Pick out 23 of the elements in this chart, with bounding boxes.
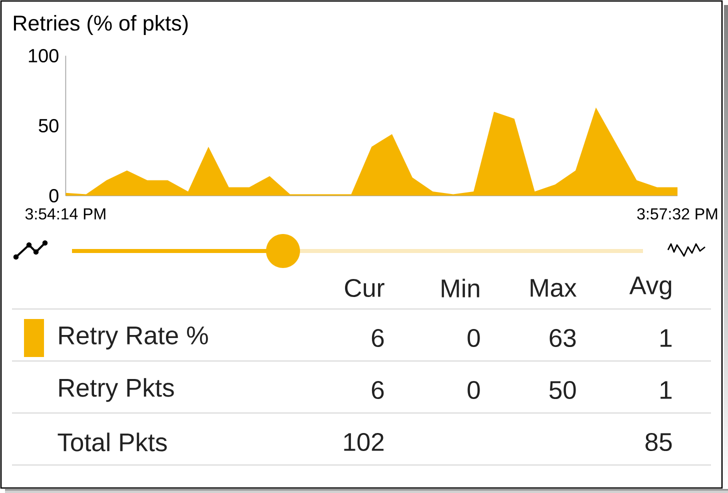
data-label: 6 xyxy=(372,328,384,348)
text: Total Pkts xyxy=(58,432,167,452)
data-label: 6 xyxy=(372,380,384,400)
data-label: 0 xyxy=(468,328,480,348)
data-label: 102 xyxy=(344,432,384,452)
x-tick-label: 3:54:14 PM xyxy=(25,208,106,220)
data-label: 50 xyxy=(549,380,576,400)
x-tick-label: 3:57:32 PM xyxy=(637,208,718,220)
data-label: 63 xyxy=(550,328,576,348)
y-tick-label: 0 xyxy=(49,188,58,202)
data-label: 85 xyxy=(646,432,672,452)
data-label: 1 xyxy=(660,329,672,347)
category-label: Avg xyxy=(629,276,672,300)
category-label: Max xyxy=(530,279,577,297)
data-label: 1 xyxy=(660,381,672,399)
category-label: Cur xyxy=(345,278,384,298)
legend-label: Retry Rate % xyxy=(59,326,208,350)
y-tick-label: 100 xyxy=(28,48,58,62)
data-label: 0 xyxy=(468,380,480,400)
category-label: Min xyxy=(442,278,480,298)
chart-title: Retries (% of pkts) xyxy=(14,14,188,36)
y-tick-label: 50 xyxy=(38,118,58,132)
text: Retry Pkts xyxy=(59,378,174,402)
